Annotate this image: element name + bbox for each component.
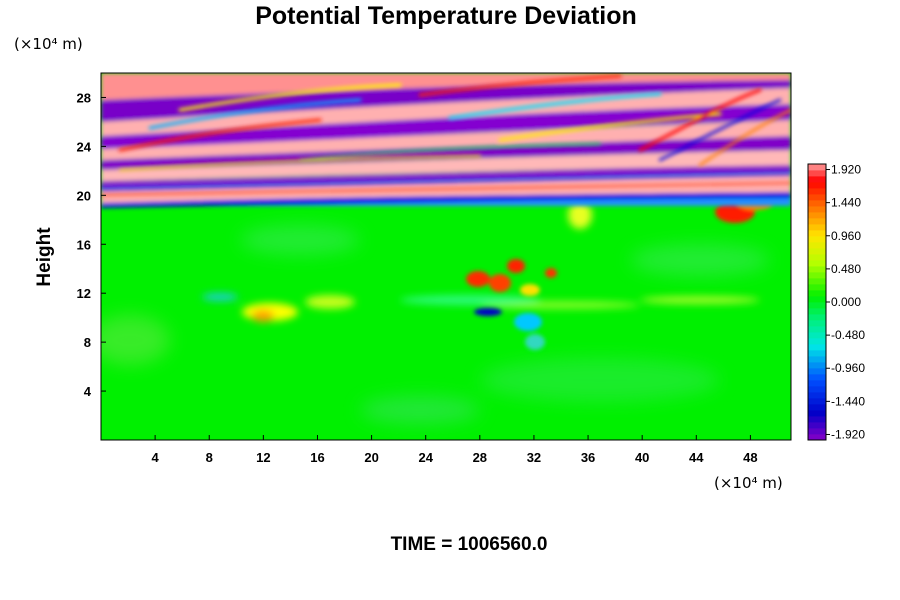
colorbar-swatch (808, 290, 826, 297)
x-tick-label: 32 (527, 450, 541, 465)
colorbar-tick-label: 1.920 (831, 163, 861, 177)
x-tick-label: 8 (206, 450, 213, 465)
colorbar-tick-label: 0.000 (831, 295, 861, 309)
y-tick-label: 12 (77, 286, 91, 301)
colorbar-swatch (808, 386, 826, 393)
x-tick-label: 36 (581, 450, 595, 465)
x-tick-label: 20 (364, 450, 378, 465)
colorbar-swatch (808, 320, 826, 327)
x-tick-label: 24 (418, 450, 433, 465)
colorbar-swatch (808, 164, 826, 171)
colorbar-swatch (808, 308, 826, 315)
plot-frame (100, 72, 792, 441)
x-tick-label: 16 (310, 450, 324, 465)
colorbar-swatch (808, 218, 826, 225)
colorbar-swatch (808, 248, 826, 255)
colorbar-swatch (808, 434, 826, 441)
x-tick-label: 44 (689, 450, 704, 465)
colorbar-swatch (808, 326, 826, 333)
colorbar-swatch (808, 266, 826, 273)
colorbar-swatch (808, 332, 826, 339)
x-tick-label: 28 (473, 450, 487, 465)
colorbar (808, 164, 826, 441)
colorbar-swatch (808, 200, 826, 207)
colorbar-tick-label: 0.480 (831, 262, 861, 276)
colorbar-swatch (808, 350, 826, 357)
colorbar-swatch (808, 398, 826, 405)
colorbar-swatch (808, 380, 826, 387)
colorbar-swatch (808, 254, 826, 261)
colorbar-swatch (808, 260, 826, 267)
y-tick-label: 4 (84, 384, 92, 399)
colorbar-swatch (808, 338, 826, 345)
y-tick-label: 8 (84, 335, 91, 350)
colorbar-swatch (808, 278, 826, 285)
x-tick-label: 12 (256, 450, 270, 465)
colorbar-swatch (808, 428, 826, 435)
colorbar-swatch (808, 362, 826, 369)
colorbar-swatch (808, 230, 826, 237)
colorbar-tick-label: 0.960 (831, 229, 861, 243)
x-axis-unit: (×10⁴ m) (714, 474, 783, 492)
y-tick-label: 16 (77, 237, 91, 252)
y-tick-label: 28 (77, 90, 91, 105)
colorbar-swatch (808, 416, 826, 423)
colorbar-swatch (808, 224, 826, 231)
y-tick-label: 24 (77, 139, 92, 154)
colorbar-swatch (808, 374, 826, 381)
colorbar-swatch (808, 176, 826, 183)
colorbar-swatch (808, 356, 826, 363)
colorbar-swatch (808, 236, 826, 243)
colorbar-swatch (808, 242, 826, 249)
colorbar-swatch (808, 194, 826, 201)
colorbar-swatch (808, 206, 826, 213)
colorbar-ticks: 1.920 1.440 0.960 0.480 0.000 -0.480 -0.960 -1.… (826, 163, 865, 441)
colorbar-swatch (808, 404, 826, 411)
colorbar-swatch (808, 182, 826, 189)
y-axis-unit: (×10⁴ m) (14, 35, 83, 53)
colorbar-swatch (808, 314, 826, 321)
colorbar-tick-label: -1.920 (831, 427, 865, 441)
colorbar-tick-label: -0.480 (831, 328, 865, 342)
colorbar-swatch (808, 368, 826, 375)
x-tick-label: 4 (152, 450, 160, 465)
chart-title: Potential Temperature Deviation (255, 2, 637, 30)
colorbar-swatch (808, 344, 826, 351)
colorbar-swatch (808, 392, 826, 399)
colorbar-tick-label: 1.440 (831, 196, 861, 210)
colorbar-swatch (808, 188, 826, 195)
colorbar-swatch (808, 296, 826, 303)
colorbar-swatch (808, 284, 826, 291)
y-tick-label: 20 (77, 188, 91, 203)
y-axis: 4 8 12 16 20 24 28 (77, 90, 106, 399)
x-axis: 4 8 12 16 20 24 28 32 36 40 44 48 (152, 435, 758, 465)
x-tick-label: 48 (743, 450, 757, 465)
y-axis-label: Height (34, 227, 55, 287)
colorbar-swatch (808, 302, 826, 309)
colorbar-swatch (808, 212, 826, 219)
colorbar-swatch (808, 272, 826, 279)
colorbar-tick-label: -0.960 (831, 361, 865, 375)
time-annotation: TIME = 1006560.0 (391, 534, 548, 555)
colorbar-tick-label: -1.440 (831, 394, 865, 408)
colorbar-swatch (808, 410, 826, 417)
x-tick-label: 40 (635, 450, 649, 465)
colorbar-swatch (808, 170, 826, 177)
heatmap-field (101, 73, 791, 440)
colorbar-swatch (808, 422, 826, 429)
